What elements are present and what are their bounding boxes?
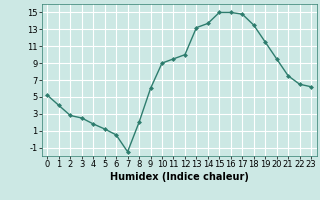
X-axis label: Humidex (Indice chaleur): Humidex (Indice chaleur) bbox=[110, 172, 249, 182]
